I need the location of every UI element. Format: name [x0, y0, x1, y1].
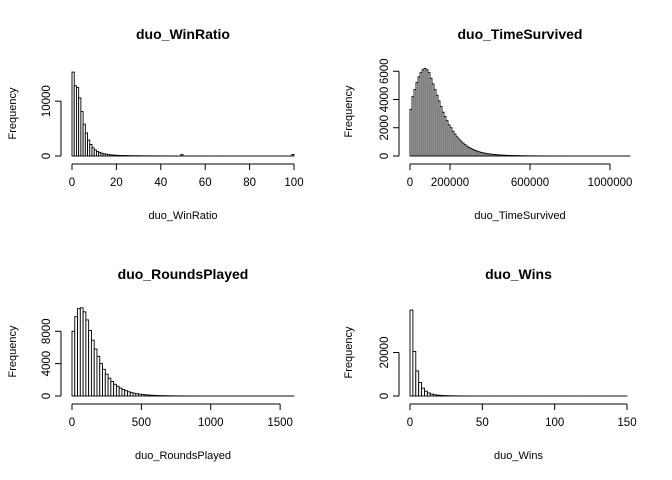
duo-roundsplayed-y-tick-label: 4000: [41, 351, 53, 377]
duo-winratio-y-tick-label: 0: [41, 153, 53, 159]
duo-winratio-bar: [180, 154, 184, 157]
duo-wins-x-axis-label: duo_Wins: [494, 450, 543, 462]
duo-roundsplayed-y-tick-label: 8000: [41, 318, 53, 344]
duo-roundsplayed-title: duo_RoundsPlayed: [118, 266, 249, 282]
duo-timesurvived-x-axis-label: duo_TimeSurvived: [474, 210, 565, 222]
duo-roundsplayed-y-axis-label: Frequency: [7, 325, 19, 377]
duo-winratio-x-tick-label: 80: [243, 177, 256, 189]
duo-timesurvived-x-tick-label: 200000: [431, 177, 469, 189]
duo-winratio-x-tick-label: 0: [69, 177, 75, 189]
duo-winratio-x-tick-label: 40: [154, 177, 167, 189]
duo-roundsplayed-x-tick-label: 0: [69, 417, 75, 429]
duo-wins-y-tick-label: 20000: [379, 337, 391, 369]
duo-wins-x-tick-label: 150: [617, 417, 636, 429]
duo-winratio-x-tick-label: 100: [284, 177, 303, 189]
duo-timesurvived-y-tick-label: 6000: [379, 58, 391, 84]
duo-roundsplayed-y-tick-label: 0: [41, 393, 53, 399]
duo-roundsplayed-x-axis-label: duo_RoundsPlayed: [135, 450, 231, 462]
duo-timesurvived-x-tick-label: 1000000: [588, 177, 633, 189]
duo-roundsplayed-x-tick-label: 500: [132, 417, 151, 429]
duo-timesurvived-x-tick-label: 600000: [511, 177, 549, 189]
duo-wins-title: duo_Wins: [485, 266, 552, 282]
duo-timesurvived-y-tick-label: 0: [379, 153, 391, 159]
duo-roundsplayed-x-tick-label: 1000: [198, 417, 224, 429]
duo-timesurvived-y-tick-label: 4000: [379, 87, 391, 113]
duo-wins-y-tick-label: 0: [379, 393, 391, 399]
duo-timesurvived-x-tick-label: 0: [407, 177, 413, 189]
duo-timesurvived-y-tick-label: 2000: [379, 115, 391, 141]
duo-timesurvived-title: duo_TimeSurvived: [457, 26, 582, 42]
duo-wins-y-axis-label: Frequency: [343, 326, 355, 378]
duo-winratio-bar: [291, 154, 295, 157]
duo-wins-x-tick-label: 100: [545, 417, 564, 429]
duo-wins-x-tick-label: 50: [476, 417, 489, 429]
duo-winratio-title: duo_WinRatio: [136, 26, 230, 42]
duo-winratio-y-axis-label: Frequency: [7, 87, 19, 139]
duo-wins-x-tick-label: 0: [407, 417, 413, 429]
duo-roundsplayed-x-tick-label: 1500: [267, 417, 293, 429]
duo-winratio-y-tick-label: 10000: [41, 85, 53, 117]
duo-winratio-x-axis-label: duo_WinRatio: [148, 210, 217, 222]
duo-timesurvived-y-axis-label: Frequency: [343, 85, 355, 137]
duo-winratio-x-tick-label: 60: [199, 177, 212, 189]
duo-winratio-x-tick-label: 20: [110, 177, 123, 189]
